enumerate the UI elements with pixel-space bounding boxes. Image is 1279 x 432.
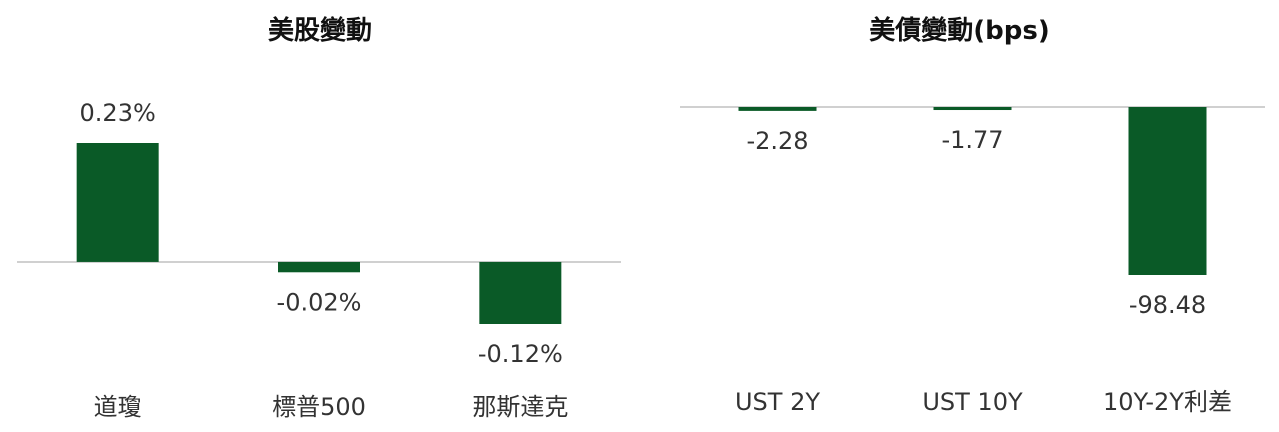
equity-change-plot: 0.23% 道瓊 -0.02% 標普500 -0.12% 那斯達克 [17,99,621,421]
data-label: 0.23% [80,99,156,127]
chart-title: 美股變動 [267,16,372,46]
data-label: -0.12% [478,340,563,368]
bar [1128,107,1207,275]
chart-title: 美債變動(bps) [869,16,1050,46]
x-tick-label: UST 2Y [735,388,820,416]
bar [738,107,817,111]
data-label: -2.28 [746,127,808,155]
bar [933,107,1012,111]
bar [278,261,360,273]
data-label: -0.02% [277,288,362,316]
x-tick-label: 道瓊 [94,393,142,421]
x-tick-label: UST 10Y [922,388,1023,416]
data-label: -98.48 [1129,291,1206,319]
bar [479,261,562,324]
x-tick-label: 標普500 [272,393,366,421]
x-tick-label: 10Y-2Y利差 [1103,388,1232,416]
bond-change-chart: 美債變動(bps) -2.28 UST 2Y -1.77 UST 10Y -98.48 1… [640,0,1279,432]
x-tick-label: 那斯達克 [472,393,568,421]
equity-change-chart: 美股變動 0.23% 道瓊 -0.02% 標普500 -0.12% 那斯達克 [17,16,621,421]
data-label: -1.77 [941,126,1003,154]
bond-change-plot: -2.28 UST 2Y -1.77 UST 10Y -98.48 10Y-2Y利差 [680,106,1265,416]
bar [76,143,159,262]
